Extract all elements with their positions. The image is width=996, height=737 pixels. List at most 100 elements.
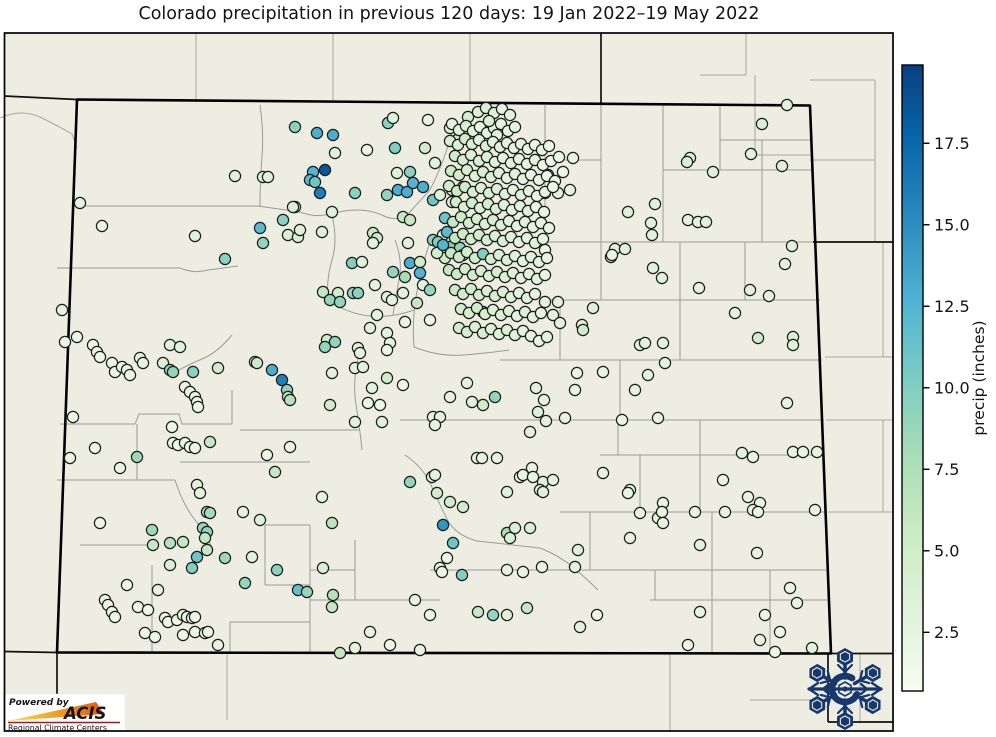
station-point [651,411,665,425]
station-point [328,146,342,160]
station-point [373,398,387,412]
station-point [203,506,217,520]
station-point [576,323,590,337]
station-point [520,601,534,615]
station-point [542,139,556,153]
station-point [401,236,415,250]
station-point [293,223,307,237]
station-point [323,293,337,307]
station-point [333,646,347,660]
station-point [741,490,755,504]
station-point [500,608,514,622]
station-point [436,238,450,252]
station-point [762,289,776,303]
station-point [540,251,554,265]
station-point [256,236,270,250]
station-point [148,630,162,644]
station-point [185,561,199,575]
station-point [403,165,417,179]
station-point [188,441,202,455]
station-point [808,503,822,517]
station-point [313,186,327,200]
station-point [66,410,80,424]
station-points [55,98,824,660]
station-point [546,473,560,487]
station-point [428,418,442,432]
figure-title: Colorado precipitation in previous 120 d… [139,4,760,24]
station-point [275,373,289,387]
station-point [141,603,155,617]
station-point [482,114,496,128]
station-point [536,485,550,499]
acis-wordmark: ACIS [62,704,106,723]
station-point [403,213,417,227]
acis-logo: Powered by ACIS Regional Climate Centers [2,693,126,733]
station-point [423,283,437,297]
station-point [396,378,410,392]
station-point [523,521,537,535]
station-point [375,415,389,429]
station-point [646,261,660,275]
acis-swoosh [8,702,104,721]
station-point [526,470,540,484]
station-point [716,473,730,487]
station-point [503,531,517,545]
station-point [260,448,274,462]
station-point [165,420,179,434]
station-point [644,216,658,230]
station-point [753,633,767,647]
station-point [188,229,202,243]
station-point [568,383,582,397]
station-point [706,165,720,179]
station-point [63,451,77,465]
station-point [744,147,758,161]
station-point [796,445,810,459]
station-point [400,185,414,199]
station-point [268,465,282,479]
station-point [556,165,570,179]
station-point [751,505,765,519]
station-point [778,257,792,271]
station-point [261,170,275,184]
station-point [386,265,400,279]
station-point [537,205,551,219]
station-point [151,583,165,597]
station-point [531,405,545,419]
station-point [190,550,204,564]
station-point [363,625,377,639]
neighbor-county-lines [0,33,893,731]
station-point [440,551,454,565]
station-point [443,495,457,509]
colorado-outline [55,98,833,655]
station-point [228,169,242,183]
station-point [238,576,252,590]
station-point [628,383,642,397]
station-point [163,338,177,352]
station-point [500,485,514,499]
station-point [655,505,669,519]
station-point [465,395,479,409]
colorbar-tick-label: 15.0 [934,215,970,234]
station-point [535,560,549,574]
station-point [596,365,610,379]
station-point [571,543,585,557]
station-point [356,360,370,374]
station-point [58,335,72,349]
axes-frame [3,32,894,732]
station-point [693,538,707,552]
station-point [325,366,339,380]
station-point [93,516,107,530]
station-point [318,340,332,354]
station-point [281,228,295,242]
station-point [648,197,662,211]
station-point [421,113,435,127]
station-point [120,578,134,592]
station-point [655,271,669,285]
station-point [538,295,552,309]
station-point [333,295,347,309]
station-point [810,445,824,459]
station-point [245,550,259,564]
station-point [552,150,566,164]
colorbar-ticks: 2.5 5.0 7.5 10.0 12.5 15.0 17.5 [923,134,970,642]
station-point [176,535,190,549]
